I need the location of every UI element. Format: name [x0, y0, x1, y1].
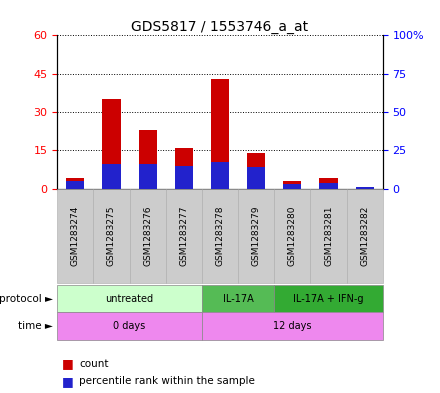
- Title: GDS5817 / 1553746_a_at: GDS5817 / 1553746_a_at: [132, 20, 308, 34]
- Text: GSM1283281: GSM1283281: [324, 206, 333, 266]
- Bar: [175, 165, 193, 189]
- Text: GSM1283277: GSM1283277: [180, 206, 188, 266]
- Text: protocol ►: protocol ►: [0, 294, 53, 304]
- Bar: [139, 130, 157, 189]
- Text: ■: ■: [62, 375, 73, 388]
- Text: IL-17A: IL-17A: [223, 294, 253, 304]
- Text: 12 days: 12 days: [273, 321, 312, 331]
- Bar: [319, 178, 337, 189]
- Bar: [283, 184, 301, 189]
- Bar: [66, 181, 84, 189]
- Text: GSM1283279: GSM1283279: [252, 206, 260, 266]
- Text: GSM1283275: GSM1283275: [107, 206, 116, 266]
- Text: percentile rank within the sample: percentile rank within the sample: [79, 376, 255, 386]
- Bar: [319, 182, 337, 189]
- Bar: [356, 187, 374, 189]
- Text: GSM1283280: GSM1283280: [288, 206, 297, 266]
- Text: ■: ■: [62, 357, 73, 370]
- Bar: [247, 167, 265, 189]
- Bar: [66, 178, 84, 189]
- Bar: [211, 162, 229, 189]
- Text: GSM1283278: GSM1283278: [216, 206, 224, 266]
- Text: untreated: untreated: [106, 294, 154, 304]
- Text: time ►: time ►: [18, 321, 53, 331]
- Text: GSM1283282: GSM1283282: [360, 206, 369, 266]
- Bar: [103, 99, 121, 189]
- Text: GSM1283276: GSM1283276: [143, 206, 152, 266]
- Text: IL-17A + IFN-g: IL-17A + IFN-g: [293, 294, 364, 304]
- Bar: [356, 187, 374, 189]
- Bar: [283, 181, 301, 189]
- Bar: [247, 153, 265, 189]
- Text: GSM1283274: GSM1283274: [71, 206, 80, 266]
- Bar: [211, 79, 229, 189]
- Bar: [139, 164, 157, 189]
- Text: 0 days: 0 days: [114, 321, 146, 331]
- Text: count: count: [79, 358, 109, 369]
- Bar: [175, 148, 193, 189]
- Bar: [103, 164, 121, 189]
